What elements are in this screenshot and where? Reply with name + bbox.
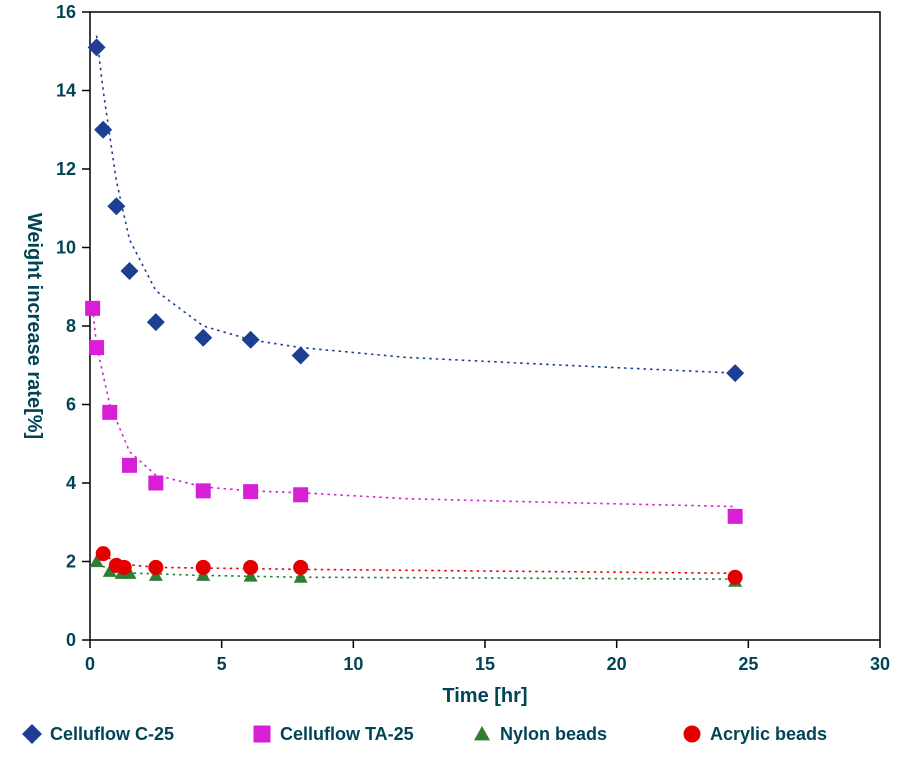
x-tick-label: 0 — [85, 654, 95, 674]
legend-marker — [684, 726, 701, 743]
data-point — [148, 476, 163, 491]
legend-label: Celluflow TA-25 — [280, 724, 414, 744]
legend-marker — [474, 726, 490, 740]
legend-marker — [254, 726, 271, 743]
data-point — [121, 262, 139, 280]
x-tick-label: 5 — [217, 654, 227, 674]
x-tick-label: 15 — [475, 654, 495, 674]
data-point — [726, 364, 744, 382]
y-tick-label: 4 — [66, 473, 76, 493]
weight-increase-chart: 0 5 10 15 20 25 30 0 2 4 6 8 10 12 14 16 Time [hr] Weight… — [0, 0, 903, 765]
x-tick-label: 25 — [738, 654, 758, 674]
y-tick-label: 12 — [56, 159, 76, 179]
data-point — [728, 509, 743, 524]
data-point — [293, 487, 308, 502]
legend-marker — [22, 724, 42, 744]
x-tick-label: 10 — [343, 654, 363, 674]
x-axis-label: Time [hr] — [442, 685, 527, 707]
data-point — [85, 301, 100, 316]
data-point — [728, 570, 743, 585]
data-point — [147, 313, 165, 331]
legend-label: Acrylic beads — [710, 724, 827, 744]
y-tick-label: 8 — [66, 316, 76, 336]
data-point — [117, 560, 132, 575]
trend-line — [97, 36, 736, 374]
data-point — [194, 329, 212, 347]
data-point — [242, 331, 260, 349]
data-point — [148, 560, 163, 575]
legend-label: Celluflow C-25 — [50, 724, 174, 744]
x-tick-label: 20 — [607, 654, 627, 674]
plot-border — [90, 12, 880, 640]
data-point — [107, 197, 125, 215]
data-point — [94, 121, 112, 139]
y-tick-label: 10 — [56, 238, 76, 258]
trend-line — [93, 308, 736, 506]
x-tick-label: 30 — [870, 654, 890, 674]
y-tick-label: 14 — [56, 81, 76, 101]
data-point — [293, 560, 308, 575]
y-tick-label: 2 — [66, 552, 76, 572]
y-tick-label: 0 — [66, 630, 76, 650]
data-point — [292, 346, 310, 364]
data-point — [243, 484, 258, 499]
y-tick-label: 16 — [56, 2, 76, 22]
y-tick-label: 6 — [66, 395, 76, 415]
y-axis-label: Weight increase rate[%] — [23, 213, 45, 439]
data-point — [96, 546, 111, 561]
data-point — [243, 560, 258, 575]
data-point — [196, 483, 211, 498]
legend-label: Nylon beads — [500, 724, 607, 744]
data-point — [102, 405, 117, 420]
trend-line — [97, 563, 736, 579]
data-point — [122, 458, 137, 473]
data-point — [89, 340, 104, 355]
data-point — [196, 560, 211, 575]
